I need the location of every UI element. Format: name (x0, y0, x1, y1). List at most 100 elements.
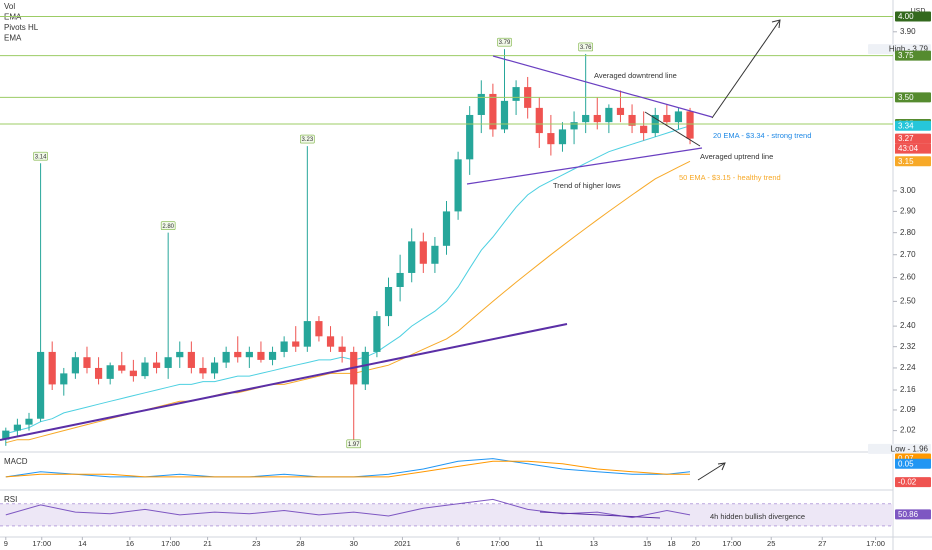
candle-body (129, 370, 137, 377)
candle-body (60, 373, 68, 385)
indicator-line (5, 498, 691, 519)
candle-body (408, 241, 416, 273)
price-badge (895, 458, 931, 469)
annotation: 50 EMA - $3.15 - healthy trend (679, 173, 781, 182)
annotation: Averaged uptrend line (700, 152, 773, 161)
candle-body (222, 351, 230, 363)
arrow (697, 462, 726, 481)
candle-body (315, 321, 323, 337)
indicator-label: Pivots HL (4, 23, 39, 32)
indicator-label: Vol (4, 2, 15, 11)
x-tick-label: 23 (252, 539, 260, 548)
candle-body (489, 93, 497, 130)
price-badge-label: High - 3.79 (889, 45, 929, 54)
x-tick-label: 17:00 (722, 539, 741, 548)
candle-body (663, 114, 671, 123)
y-tick-label: 3.00 (900, 186, 916, 195)
candle-body (94, 367, 103, 379)
candle-body (535, 107, 543, 134)
x-tick-label: 13 (590, 539, 598, 548)
price-badge-label: 4.00 (898, 12, 914, 21)
arrow-head (717, 462, 726, 471)
candle-body (419, 241, 427, 264)
candle-body (373, 316, 381, 352)
candle-body (83, 357, 91, 368)
price-badge (895, 133, 931, 144)
price-badge-label: 3.50 (898, 93, 914, 102)
candle-body (280, 341, 288, 352)
y-tick-label: 2.60 (900, 273, 916, 282)
price-badge (895, 509, 931, 520)
trend-line (0, 323, 568, 441)
candle-body (605, 107, 613, 123)
pivot-label: 3.23 (301, 137, 313, 143)
y-tick-label: 2.02 (900, 426, 916, 435)
candle-body (268, 351, 277, 360)
price-badge-label: 3.15 (898, 157, 914, 166)
rsi-band (0, 503, 893, 526)
y-tick-label: 2.24 (900, 363, 916, 372)
candle-body (593, 114, 601, 123)
candle-body (292, 341, 300, 347)
y-tick-label: 2.16 (900, 385, 916, 394)
candle-body (187, 351, 195, 368)
y-tick-label: 2.32 (900, 342, 916, 351)
candle-body (106, 365, 114, 379)
divergence-line (539, 511, 661, 519)
pivot-label: 2.80 (162, 224, 174, 230)
trend-line (466, 147, 703, 185)
x-tick-label: 21 (203, 539, 211, 548)
y-tick-label: 2.80 (900, 228, 916, 237)
pivot-box (33, 151, 48, 161)
price-badge-label: 50.86 (898, 510, 919, 519)
pivot-box (160, 221, 176, 230)
candle-body (164, 357, 172, 368)
indicator-line (5, 460, 690, 478)
trend-line (644, 111, 701, 147)
price-badge (895, 92, 931, 103)
candle-body (71, 357, 79, 374)
arrow-head (771, 19, 781, 29)
price-badge-label: 3.34 (898, 121, 914, 130)
x-tick-label: 2021 (394, 539, 411, 548)
pivot-label: 1.97 (348, 442, 360, 448)
candle-body (628, 114, 636, 126)
candle-body (384, 286, 393, 317)
indicator-label: EMA (4, 34, 22, 43)
x-tick-label: 17:00 (32, 539, 51, 548)
price-badge (895, 120, 931, 131)
pivot-box (578, 42, 593, 52)
x-tick-label: 17:00 (866, 539, 885, 548)
pivot-label: 3.14 (35, 154, 47, 160)
candle-body (570, 122, 578, 130)
drawings (0, 19, 781, 519)
price-badge-label: Low - 1.96 (891, 445, 929, 454)
x-tick-label: 15 (643, 539, 651, 548)
price-badge-label: 0.05 (898, 459, 914, 468)
candle-body (48, 351, 56, 385)
pivot-label: 3.79 (499, 40, 511, 46)
annotation: Trend of higher lows (553, 181, 621, 190)
y-tick-label: 2.40 (900, 321, 916, 330)
x-tick-label: 17:00 (161, 539, 180, 548)
candle-body (257, 351, 265, 360)
price-badge (895, 50, 931, 61)
x-tick-label: 6 (456, 539, 460, 548)
candle-body (2, 430, 10, 440)
candle-body (466, 114, 474, 160)
y-tick-label: 2.50 (900, 296, 916, 305)
arrow (711, 19, 781, 119)
x-tick-label: 9 (4, 539, 8, 548)
candle-body (152, 362, 161, 368)
candle-body (303, 321, 311, 347)
candle-body (616, 107, 625, 115)
price-badge (895, 477, 931, 488)
y-tick-label: 2.90 (900, 207, 916, 216)
price-badge-label: 3.27 (898, 134, 914, 143)
pivot-label: 3.76 (580, 45, 592, 51)
candle-body (547, 133, 555, 145)
x-tick-label: 14 (78, 539, 86, 548)
candle-body (477, 93, 485, 115)
candle-body (582, 114, 590, 123)
